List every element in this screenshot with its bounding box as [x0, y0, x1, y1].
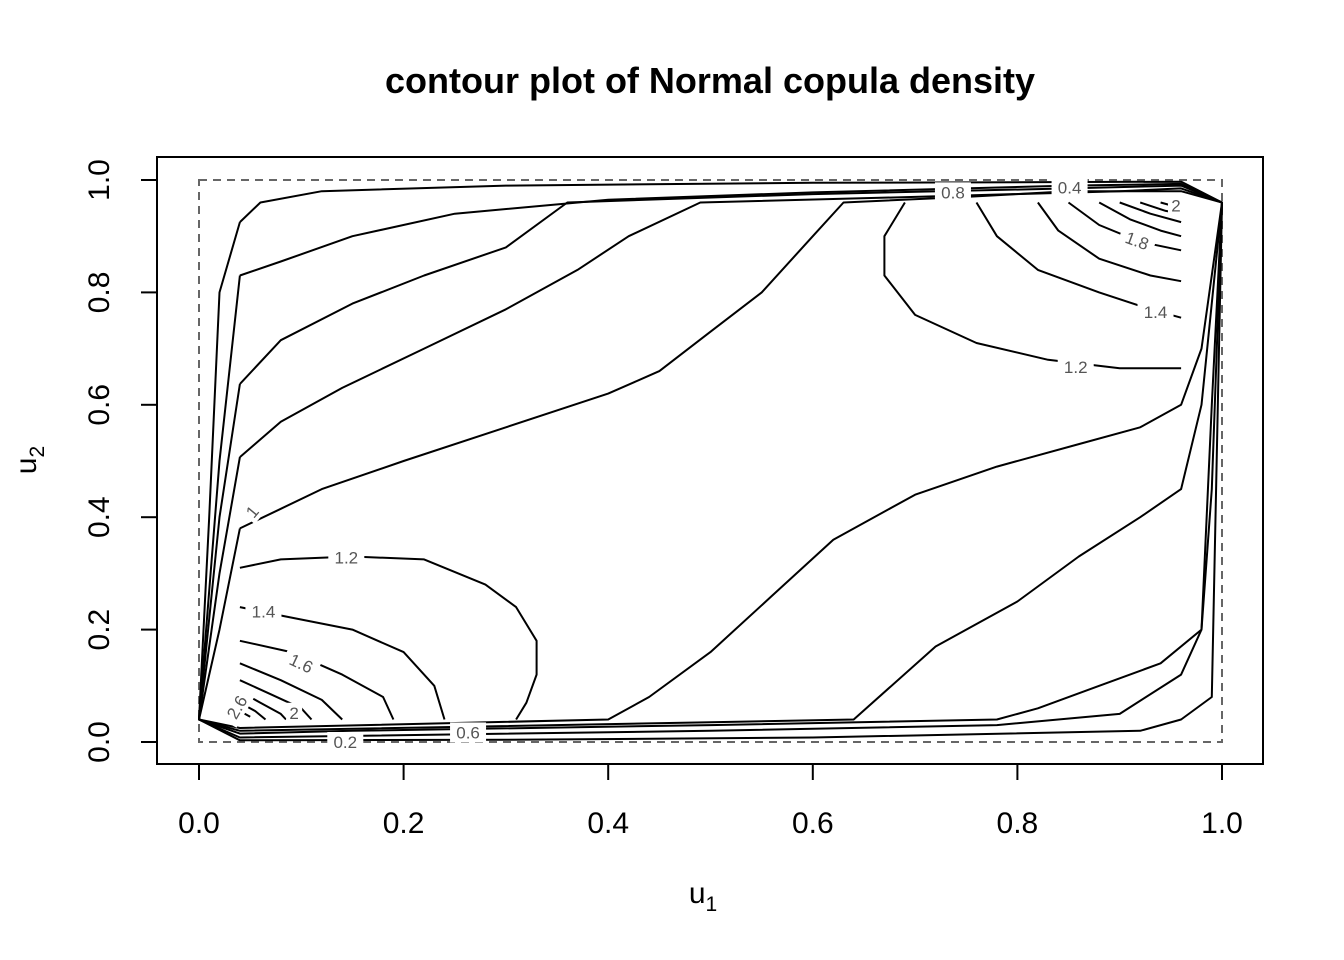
y-tick-label: 0.0: [83, 721, 116, 763]
contour-label-text: 2: [1171, 196, 1180, 215]
contour-label-text: 1.4: [1144, 303, 1168, 322]
contour-label: 0.6: [450, 722, 487, 743]
x-tick-label: 0.8: [997, 807, 1039, 840]
contour-line-1-2: [239, 555, 538, 721]
y-tick-label: 0.2: [83, 609, 116, 651]
contour-label-bg: [286, 702, 303, 723]
unit-square-outline: [198, 179, 1223, 743]
y-tick-label: 0.4: [83, 496, 116, 538]
contour-labels: 0.20.60.8 0.411.21.21.41.41.61.822.62: [219, 177, 1184, 752]
y-axis-label-base: u: [10, 458, 43, 475]
contour-line-0-4: [198, 182, 1223, 739]
contour-line-2-2: [1119, 201, 1182, 224]
contour-label-bg: [1167, 195, 1184, 216]
contour-label: 1.8: [1116, 225, 1158, 257]
contour-label-bg: [1116, 225, 1158, 257]
contour-label: 1.4: [245, 601, 282, 622]
contour-line-1-4: [975, 201, 1182, 319]
y-axis: 0.0 0.2 0.4 0.6 0.8 1.0: [83, 159, 158, 763]
contour-label: 1.2: [328, 547, 365, 568]
contour-label: 0.8: [934, 182, 971, 203]
y-axis-label: u2: [10, 446, 49, 474]
contour-label-bg: [1051, 177, 1088, 198]
contour-label: 1.2: [1057, 357, 1094, 378]
contour-label-bg: [239, 499, 265, 525]
y-tick-label: 0.8: [83, 272, 116, 314]
contour-label: 2: [1167, 195, 1184, 216]
contour-line-2: [239, 679, 313, 721]
contour-label-text: 0.6: [456, 723, 480, 742]
contour-line-1: [198, 190, 1223, 729]
contour-line-0-2: [198, 180, 1223, 742]
chart-title: contour plot of Normal copula density: [385, 60, 1035, 101]
y-tick-label: 1.0: [83, 159, 116, 201]
contour-label-text: 1.2: [1064, 358, 1088, 377]
plot-frame: [156, 156, 1264, 765]
contour-line-1-6: [239, 639, 395, 720]
contour-label: 0.4: [1051, 177, 1088, 198]
contour-label-text: 2: [289, 704, 298, 723]
contour-line-0-6: [198, 184, 1223, 735]
x-tick-label: 1.0: [1201, 807, 1243, 840]
contour-label-bg: [1057, 357, 1094, 378]
contour-label: 1.4: [1137, 302, 1174, 323]
contour-label-bg: [328, 547, 365, 568]
contour-label: 1: [239, 499, 265, 525]
contour-line-1-2: [883, 201, 1182, 370]
contour-label-bg: [219, 686, 255, 728]
contour-label: 0.2: [327, 732, 364, 752]
contour-lines: [198, 180, 1223, 742]
contour-label-bg: [280, 646, 322, 680]
contour-label-text: 0.4: [1058, 178, 1082, 197]
x-axis-label-base: u: [689, 877, 706, 910]
x-axis-label: u1: [689, 877, 717, 916]
contour-line-1-4: [239, 606, 446, 720]
contour-label: 1.6: [280, 646, 322, 680]
contour-label-text: 1.4: [252, 603, 276, 622]
contour-label-text: 1.2: [334, 549, 358, 568]
contour-label: 2: [286, 702, 303, 723]
contour-label-bg: [327, 732, 364, 752]
contour-label-text: 0.8: [941, 183, 965, 202]
contour-label-bg: [245, 601, 282, 622]
contour-line-1-6: [1037, 201, 1182, 283]
contour-label-bg: [1137, 302, 1174, 323]
contour-line-0-8: [198, 187, 1223, 732]
y-tick-label: 0.6: [83, 384, 116, 426]
contour-label-bg: [450, 722, 487, 743]
contour-label-bg: [934, 182, 971, 203]
x-axis-label-sub: 1: [706, 893, 718, 916]
x-tick-label: 0.2: [383, 807, 425, 840]
x-axis: 0.0 0.2 0.4 0.6 0.8 1.0: [178, 763, 1243, 840]
x-tick-label: 0.4: [587, 807, 629, 840]
contour-label-text: 0.2: [333, 733, 357, 752]
contour-line-1-8: [239, 662, 343, 721]
x-tick-label: 0.0: [178, 807, 220, 840]
contour-line-2: [1098, 201, 1182, 238]
y-axis-label-sub: 2: [26, 446, 49, 458]
x-tick-label: 0.6: [792, 807, 834, 840]
contour-line-1-8: [1067, 201, 1182, 252]
